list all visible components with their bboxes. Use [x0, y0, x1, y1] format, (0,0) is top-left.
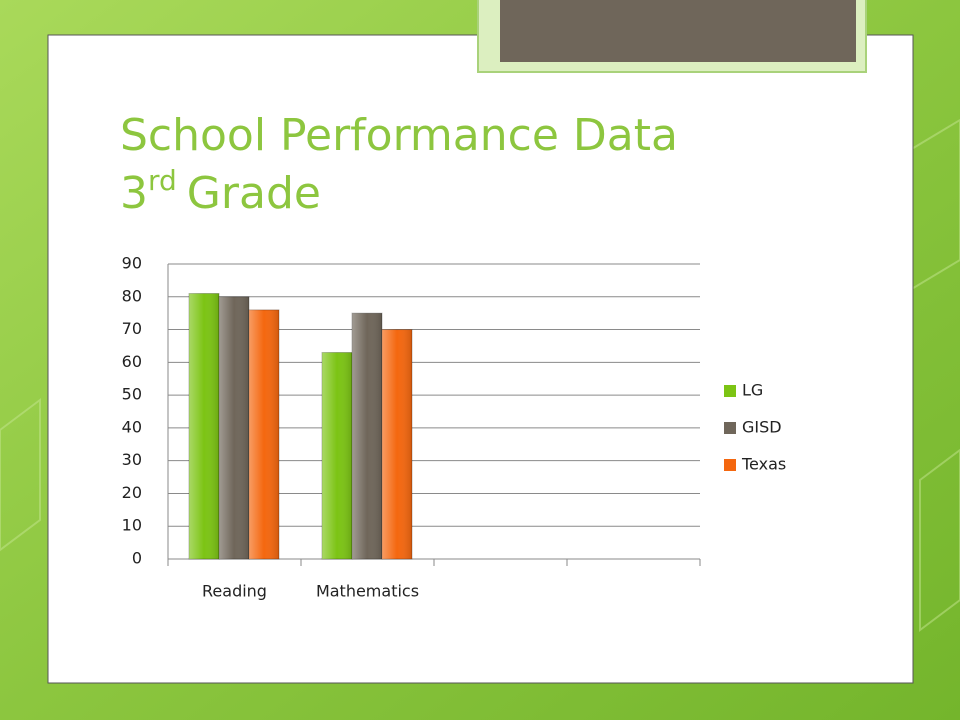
legend-swatch: [724, 422, 736, 434]
y-tick-label: 40: [122, 417, 142, 436]
top-box: [500, 0, 856, 62]
subtitle-suffix: rd: [148, 164, 177, 197]
legend-label: GISD: [742, 418, 782, 437]
legend-label: LG: [742, 381, 763, 400]
y-tick-label: 80: [122, 286, 142, 305]
y-tick-label: 30: [122, 450, 142, 469]
bar-shade: [352, 313, 382, 559]
y-tick-label: 50: [122, 385, 142, 404]
chart-title: School Performance Data: [120, 110, 678, 161]
subtitle-number: 3: [120, 168, 148, 219]
y-tick-label: 60: [122, 352, 142, 371]
chart-subtitle: 3rd Grade: [120, 164, 321, 219]
y-tick-label: 0: [132, 549, 142, 568]
y-tick-label: 20: [122, 483, 142, 502]
y-tick-label: 10: [122, 516, 142, 535]
bar-shade: [219, 296, 249, 559]
y-tick-label: 70: [122, 319, 142, 338]
x-tick-label: Reading: [202, 582, 267, 601]
bar-shade: [382, 329, 412, 559]
bar-shade: [322, 352, 352, 559]
legend-swatch: [724, 385, 736, 397]
legend-swatch: [724, 459, 736, 471]
bar-shade: [189, 293, 219, 559]
y-tick-label: 90: [122, 254, 142, 273]
subtitle-text: Grade: [187, 168, 321, 219]
legend-label: Texas: [741, 455, 786, 474]
bar-shade: [249, 309, 279, 559]
x-tick-label: Mathematics: [316, 582, 419, 601]
